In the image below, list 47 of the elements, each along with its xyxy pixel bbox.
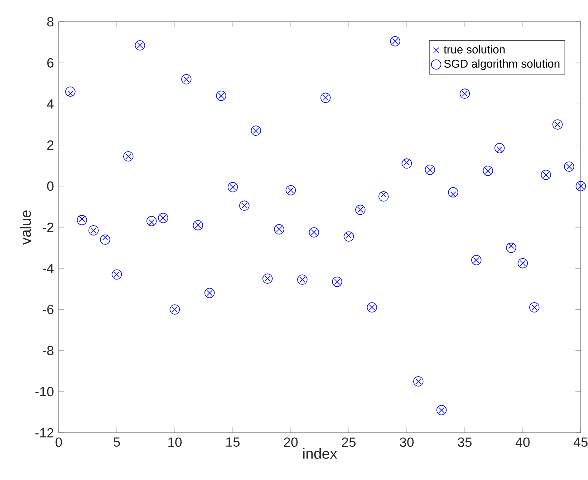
x-tick-label: 30: [400, 438, 414, 448]
y-tick-label: -8: [43, 346, 54, 356]
y-tick-label: -2: [43, 222, 54, 232]
point: [436, 405, 447, 416]
point: [564, 162, 575, 172]
y-tick-label: 2: [48, 140, 54, 150]
point: [100, 234, 111, 245]
point: [77, 215, 88, 226]
point: [65, 86, 76, 98]
point: [378, 192, 389, 202]
y-tick-label: 6: [48, 58, 54, 68]
x-tick-label: 45: [574, 438, 588, 448]
x-axis-title: index: [303, 448, 338, 460]
point: [228, 182, 238, 193]
x-tick-label: 10: [168, 438, 182, 448]
point: [170, 304, 180, 315]
x-tick-label: 5: [114, 438, 120, 448]
x-tick-label: 0: [56, 438, 62, 448]
y-tick-label: -4: [43, 264, 54, 274]
point: [506, 242, 517, 254]
point: [494, 143, 505, 154]
y-axis-title: value: [20, 210, 32, 245]
y-tick-label: -10: [36, 387, 54, 397]
y-tick-label: 0: [47, 182, 54, 192]
x-tick-label: 20: [284, 438, 298, 448]
point: [413, 376, 424, 387]
x-tick-label: 35: [458, 438, 472, 448]
point: [112, 270, 122, 280]
y-tick-label: 4: [47, 100, 54, 109]
point: [262, 274, 273, 284]
point: [529, 302, 540, 313]
point: [344, 232, 354, 242]
y-tick-label: -12: [36, 428, 54, 438]
point: [286, 185, 296, 196]
point: [146, 216, 157, 226]
x-tick-label: 40: [516, 438, 530, 448]
point: [297, 274, 308, 286]
y-tick-label: 8: [47, 17, 54, 27]
legend-label: SGD algorithm solution: [444, 60, 560, 70]
point: [448, 187, 459, 198]
y-tick-label: -6: [43, 304, 54, 314]
legend-label: true solution: [444, 45, 505, 54]
x-tick-label: 15: [226, 438, 240, 448]
x-tick-label: 25: [342, 438, 356, 448]
point: [123, 151, 134, 162]
point: [402, 158, 412, 169]
point: [239, 200, 250, 212]
